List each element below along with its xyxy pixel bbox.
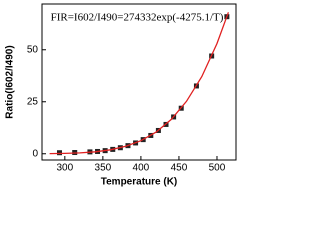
fit-curve [49,12,230,155]
y-tick-label: 0 [32,148,38,159]
x-tick-label: 450 [171,163,188,174]
plot-frame [41,3,237,161]
x-axis-label: Temperature (K) [101,177,178,188]
y-axis-label: Ratio(I602/I490) [5,45,16,118]
x-tick-label: 500 [209,163,226,174]
x-tick-label: 350 [95,163,112,174]
x-tick-label: 400 [133,163,150,174]
x-tick-label: 300 [56,163,73,174]
data-point [56,150,62,156]
annotation: FIR=I602/I490=274332exp(-4275.1/T) [51,12,224,24]
chart: FIR=I602/I490=274332exp(-4275.1/T) Tempe… [5,3,237,188]
y-tick-label: 25 [27,96,39,107]
y-tick-label: 50 [27,44,39,55]
